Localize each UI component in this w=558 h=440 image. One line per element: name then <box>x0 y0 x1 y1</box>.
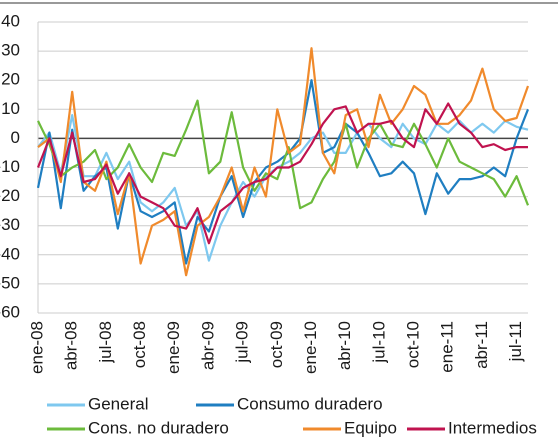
x-tick-label: ene-09 <box>164 321 183 374</box>
y-tick-label: 20 <box>1 70 20 89</box>
x-tick-label: oct-08 <box>130 321 149 368</box>
series-line <box>36 79 530 265</box>
x-tick-label: abr-09 <box>198 321 217 370</box>
x-tick-label: abr-10 <box>335 321 354 370</box>
x-tick-label: jul-08 <box>96 321 115 364</box>
y-tick-label: -40 <box>0 244 20 263</box>
y-tick-label: 10 <box>1 99 20 118</box>
x-tick-label: jul-10 <box>369 321 388 364</box>
x-tick-label: abr-11 <box>472 321 491 369</box>
x-tick-label: oct-10 <box>404 321 423 368</box>
x-tick-label: ene-08 <box>27 321 46 374</box>
x-tick-label: ene-11 <box>438 321 457 373</box>
y-tick-label: -30 <box>0 215 20 234</box>
x-tick-label: ene-10 <box>301 321 320 374</box>
y-tick-label: -20 <box>0 186 20 205</box>
legend-label: Intermedios <box>448 418 537 437</box>
legend-label: Cons. no duradero <box>88 418 229 437</box>
series-line <box>37 99 530 210</box>
legend-label: Consumo duradero <box>237 394 383 413</box>
y-tick-label: 0 <box>11 128 20 147</box>
y-tick-label: 30 <box>1 41 20 60</box>
y-tick-label: -10 <box>0 157 20 176</box>
y-tick-label: -50 <box>0 273 20 292</box>
x-tick-label: jul-11 <box>506 321 525 362</box>
y-tick-label: 40 <box>1 11 20 30</box>
series-line <box>37 47 530 277</box>
y-tick-label: -60 <box>0 302 20 321</box>
legend-label: General <box>88 394 148 413</box>
series-line <box>36 102 528 245</box>
x-tick-label: oct-09 <box>267 321 286 368</box>
legend-label: Equipo <box>344 418 397 437</box>
x-tick-label: abr-08 <box>62 321 81 370</box>
x-tick-label: jul-09 <box>233 321 252 364</box>
